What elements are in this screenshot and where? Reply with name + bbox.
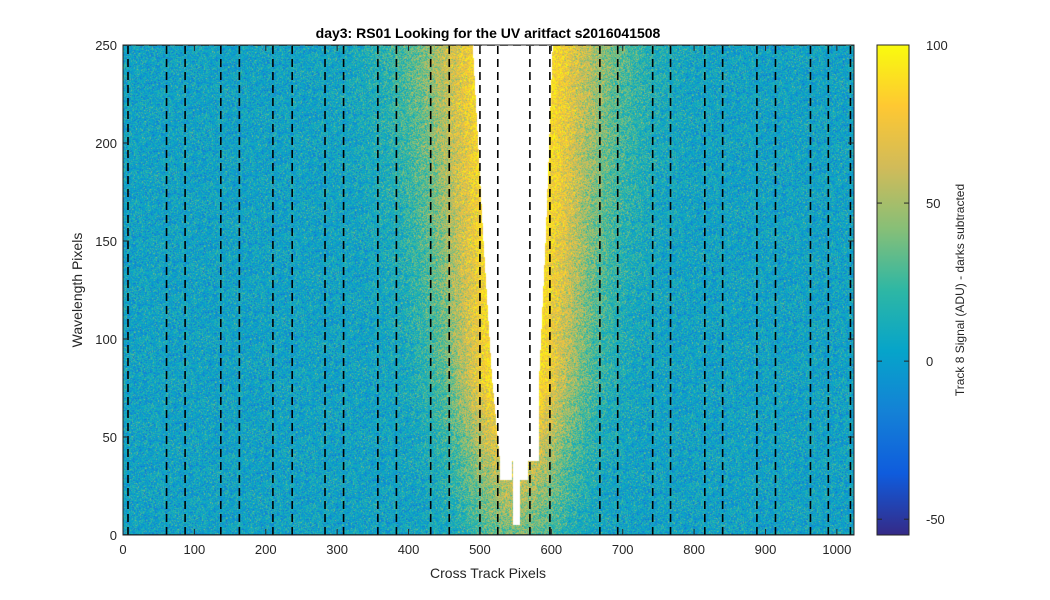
y-tick-label: 50 <box>103 430 117 445</box>
y-tick-label: 100 <box>95 332 117 347</box>
y-axis-label: Wavelength Pixels <box>69 233 85 348</box>
x-tick-label: 600 <box>540 542 562 557</box>
y-tick-label: 250 <box>95 38 117 53</box>
x-tick-label: 900 <box>755 542 777 557</box>
x-tick-label: 800 <box>683 542 705 557</box>
colorbar-label: Track 8 Signal (ADU) - darks subtracted <box>953 184 967 396</box>
x-tick-label: 1000 <box>822 542 851 557</box>
plot-frame <box>122 44 855 536</box>
plot-area <box>122 44 855 536</box>
x-axis: 0 100 200 300 400 500 600 700 800 900 1000 <box>119 45 851 557</box>
x-tick-label: 700 <box>612 542 634 557</box>
colorbar-tick-label: 0 <box>926 354 933 369</box>
colorbar-tick-label: -50 <box>926 512 945 527</box>
x-tick-label: 100 <box>184 542 206 557</box>
colorbar: -50 0 50 100 Track 8 Signal (ADU) - darks s… <box>876 38 967 536</box>
heatmap-image <box>123 45 854 535</box>
y-tick-label: 150 <box>95 234 117 249</box>
dashed-lines <box>123 45 854 535</box>
colorbar-bar <box>876 44 910 536</box>
x-tick-label: 300 <box>326 542 348 557</box>
chart-title: day3: RS01 Looking for the UV aritfact s… <box>316 25 661 41</box>
x-tick-label: 500 <box>469 542 491 557</box>
x-tick-label: 400 <box>398 542 420 557</box>
x-tick-label: 0 <box>119 542 126 557</box>
y-tick-label: 200 <box>95 136 117 151</box>
colorbar-tick-label: 50 <box>926 196 940 211</box>
y-axis: 0 50 100 150 200 250 <box>95 38 854 543</box>
x-axis-label: Cross Track Pixels <box>430 565 546 581</box>
colorbar-tick-label: 100 <box>926 38 948 53</box>
y-tick-label: 0 <box>110 528 117 543</box>
colorbar-ticks: -50 0 50 100 <box>877 38 948 527</box>
x-tick-label: 200 <box>255 542 277 557</box>
